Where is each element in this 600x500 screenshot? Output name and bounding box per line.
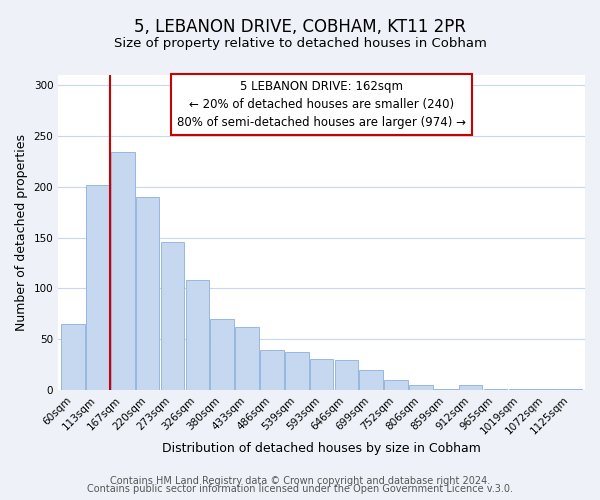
Bar (310, 358, 334, 390)
Bar (260, 350, 284, 390)
Bar (285, 352, 308, 390)
Text: Contains public sector information licensed under the Open Government Licence v.: Contains public sector information licen… (87, 484, 513, 494)
Bar (136, 197, 160, 390)
Bar (61, 324, 85, 390)
Bar (161, 242, 184, 390)
Bar (409, 385, 433, 390)
Text: 5, LEBANON DRIVE, COBHAM, KT11 2PR: 5, LEBANON DRIVE, COBHAM, KT11 2PR (134, 18, 466, 36)
Bar (185, 280, 209, 390)
Bar (509, 389, 532, 390)
Bar (459, 385, 482, 390)
Bar (558, 389, 582, 390)
Bar (385, 380, 408, 390)
X-axis label: Distribution of detached houses by size in Cobham: Distribution of detached houses by size … (162, 442, 481, 455)
Bar (484, 389, 508, 390)
Y-axis label: Number of detached properties: Number of detached properties (15, 134, 28, 331)
Bar (211, 319, 234, 390)
Text: Contains HM Land Registry data © Crown copyright and database right 2024.: Contains HM Land Registry data © Crown c… (110, 476, 490, 486)
Bar (533, 389, 557, 390)
Bar (111, 152, 134, 390)
Text: 5 LEBANON DRIVE: 162sqm
← 20% of detached houses are smaller (240)
80% of semi-d: 5 LEBANON DRIVE: 162sqm ← 20% of detache… (177, 80, 466, 128)
Bar (86, 185, 110, 390)
Text: Size of property relative to detached houses in Cobham: Size of property relative to detached ho… (113, 36, 487, 50)
Bar (335, 360, 358, 390)
Bar (359, 370, 383, 390)
Bar (434, 389, 458, 390)
Bar (235, 327, 259, 390)
